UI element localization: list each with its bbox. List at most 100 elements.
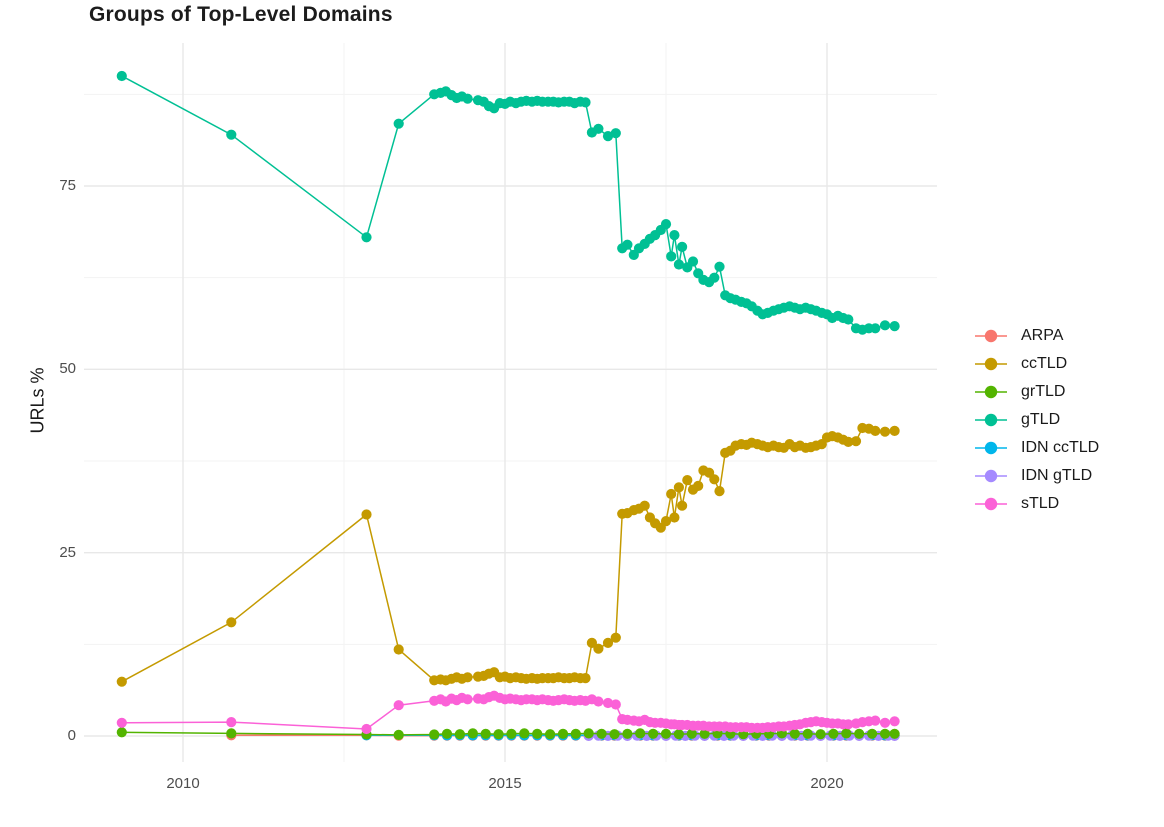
data-point — [480, 728, 491, 739]
data-point — [429, 729, 440, 740]
legend-key-icon — [975, 329, 1007, 343]
data-point — [828, 728, 839, 739]
data-point — [441, 728, 453, 739]
data-point — [580, 673, 591, 684]
legend-entry-arpa: ARPA — [974, 322, 1099, 350]
data-point — [462, 694, 473, 705]
data-point — [393, 729, 404, 741]
data-point — [462, 672, 473, 683]
data-point — [622, 728, 633, 739]
data-point — [879, 320, 891, 331]
series-line — [121, 427, 895, 683]
data-point — [635, 728, 646, 739]
data-point — [714, 486, 725, 497]
series-line — [121, 75, 895, 331]
series-stld — [116, 690, 900, 735]
data-point — [660, 728, 672, 739]
data-point — [889, 425, 900, 436]
data-point — [116, 727, 127, 738]
chart-title: Groups of Top-Level Domains — [89, 3, 393, 26]
data-point — [666, 488, 677, 500]
data-point — [677, 500, 688, 511]
data-point — [693, 480, 704, 491]
data-point — [870, 425, 881, 436]
data-point — [714, 261, 725, 272]
data-point — [226, 717, 237, 728]
data-point — [850, 436, 862, 447]
legend-label: IDN ccTLD — [1021, 439, 1100, 456]
legend-label: gTLD — [1021, 411, 1061, 428]
data-point — [361, 232, 372, 243]
data-point — [699, 728, 710, 739]
series-cctld — [116, 422, 900, 687]
data-point — [879, 728, 891, 739]
gridlines — [84, 43, 937, 762]
legend-entry-idn-cctld: IDN ccTLD — [974, 434, 1099, 462]
data-point — [622, 239, 633, 250]
data-point — [673, 482, 685, 493]
data-point — [493, 729, 504, 740]
data-point — [593, 123, 604, 134]
legend-key-icon — [975, 497, 1007, 511]
data-point — [226, 617, 237, 628]
data-point — [610, 128, 621, 139]
data-point — [854, 728, 865, 739]
data-point — [602, 637, 614, 649]
data-point — [116, 676, 127, 687]
y-tick-label: 75 — [59, 177, 76, 194]
data-point — [393, 644, 404, 655]
data-point — [802, 728, 813, 739]
series-gtld — [116, 70, 900, 335]
legend-key-icon — [975, 357, 1007, 371]
data-point — [557, 728, 569, 739]
data-point — [545, 729, 556, 740]
data-point — [361, 723, 372, 735]
data-point — [660, 219, 672, 230]
y-tick-label: 50 — [59, 360, 76, 378]
data-point — [116, 70, 127, 82]
data-point — [687, 256, 699, 267]
x-tick-label: 2010 — [166, 775, 200, 792]
y-axis-title: URLs % — [27, 367, 48, 434]
data-point — [815, 729, 826, 740]
data-point — [841, 728, 852, 739]
data-point — [116, 717, 127, 728]
legend-label: grTLD — [1021, 383, 1066, 400]
data-point — [454, 729, 465, 740]
legend-label: ccTLD — [1021, 355, 1068, 372]
data-point — [609, 729, 620, 740]
data-point — [666, 251, 677, 262]
data-point — [843, 436, 854, 447]
data-point — [677, 241, 688, 252]
data-point — [870, 323, 881, 334]
data-point — [686, 728, 697, 739]
legend-label: IDN gTLD — [1021, 467, 1093, 484]
data-point — [879, 717, 891, 728]
data-point — [519, 728, 530, 739]
data-point — [580, 97, 591, 108]
data-point — [226, 129, 237, 140]
data-point — [709, 474, 720, 485]
data-point — [673, 729, 685, 740]
data-point — [789, 728, 800, 739]
data-point — [602, 131, 614, 142]
data-point — [226, 728, 237, 739]
data-point — [610, 699, 621, 710]
legend-entry-cctld: ccTLD — [974, 350, 1099, 378]
data-point — [593, 643, 604, 654]
data-point — [361, 509, 372, 520]
data-point — [506, 728, 517, 739]
data-point — [610, 632, 621, 643]
data-point — [889, 728, 900, 739]
legend-label: ARPA — [1021, 327, 1064, 344]
data-point — [393, 118, 404, 129]
data-point — [682, 475, 693, 486]
data-point — [593, 696, 604, 707]
legend-label: sTLD — [1021, 495, 1060, 512]
legend-entry-gtld: gTLD — [974, 406, 1099, 434]
data-point — [867, 728, 878, 739]
data-point — [639, 500, 650, 511]
x-tick-label: 2015 — [488, 775, 522, 792]
data-point — [879, 426, 891, 437]
